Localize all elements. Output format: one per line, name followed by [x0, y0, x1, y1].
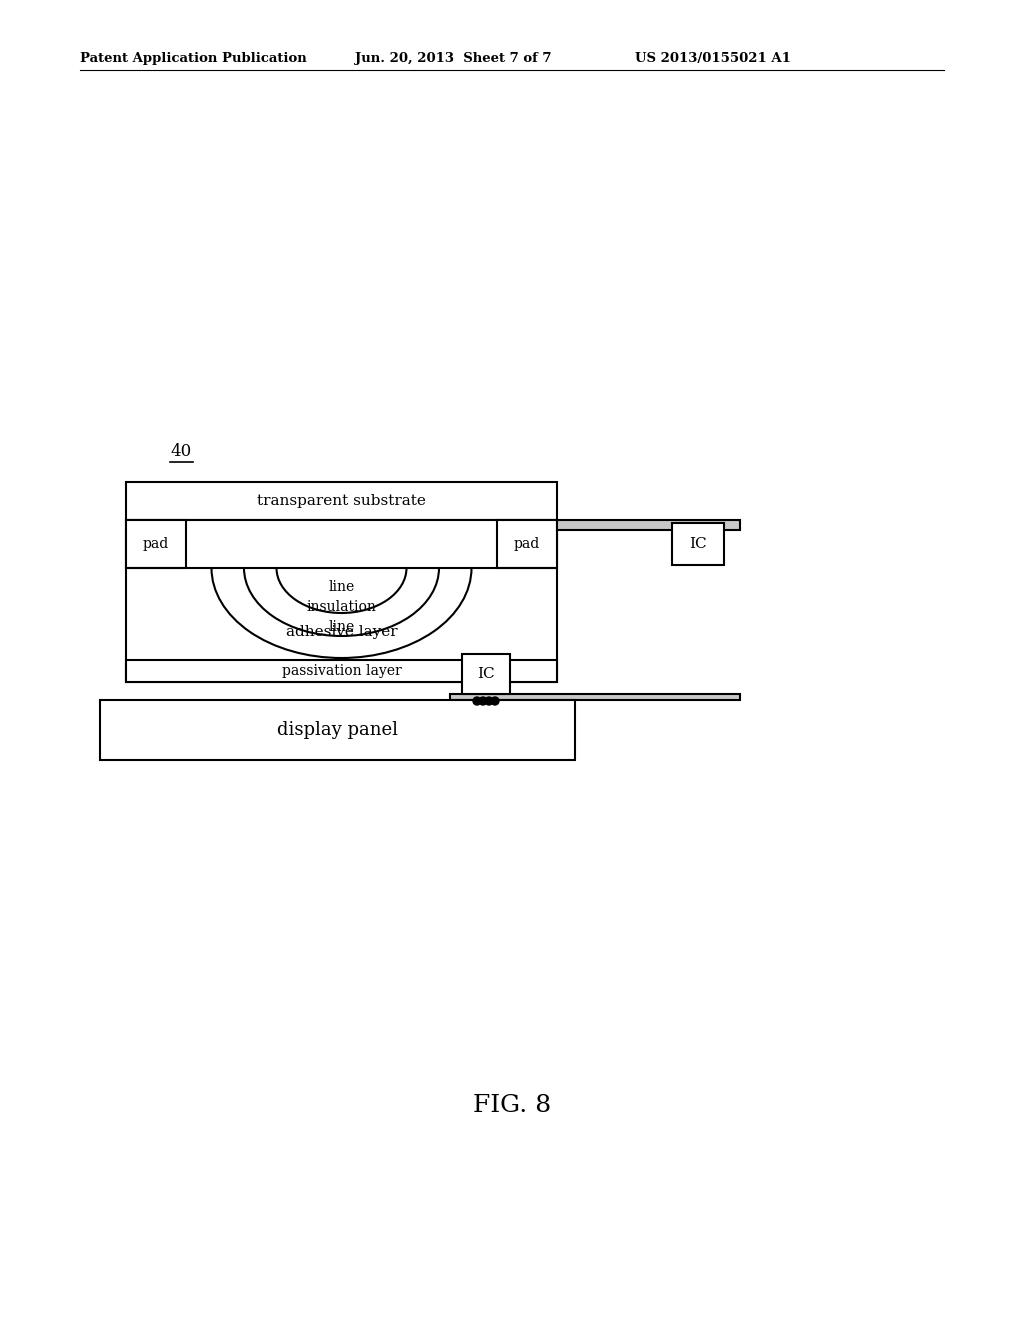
Bar — [450, 694, 740, 700]
Text: US 2013/0155021 A1: US 2013/0155021 A1 — [635, 51, 791, 65]
Circle shape — [490, 697, 499, 705]
Text: FIG. 8: FIG. 8 — [473, 1093, 551, 1117]
Circle shape — [485, 697, 493, 705]
Text: insulation: insulation — [306, 601, 377, 614]
Text: line: line — [329, 579, 354, 594]
Text: Patent Application Publication: Patent Application Publication — [80, 51, 307, 65]
Bar — [672, 523, 724, 565]
Circle shape — [479, 697, 487, 705]
Bar — [126, 660, 557, 682]
Text: transparent substrate: transparent substrate — [257, 494, 426, 508]
Text: 40: 40 — [170, 444, 191, 459]
Text: display panel: display panel — [278, 721, 398, 739]
Bar — [497, 520, 557, 568]
Circle shape — [473, 697, 481, 705]
Bar — [557, 520, 740, 531]
Bar — [126, 520, 557, 682]
Text: line: line — [329, 620, 354, 634]
Bar — [126, 520, 186, 568]
Bar — [126, 482, 557, 520]
Text: passivation layer: passivation layer — [282, 664, 401, 678]
Bar — [462, 653, 510, 694]
Text: Jun. 20, 2013  Sheet 7 of 7: Jun. 20, 2013 Sheet 7 of 7 — [355, 51, 552, 65]
Text: pad: pad — [514, 537, 540, 550]
Text: IC: IC — [477, 667, 495, 681]
Text: IC: IC — [689, 537, 707, 550]
Text: adhesive layer: adhesive layer — [286, 624, 397, 639]
Text: pad: pad — [143, 537, 169, 550]
Bar — [100, 700, 575, 760]
